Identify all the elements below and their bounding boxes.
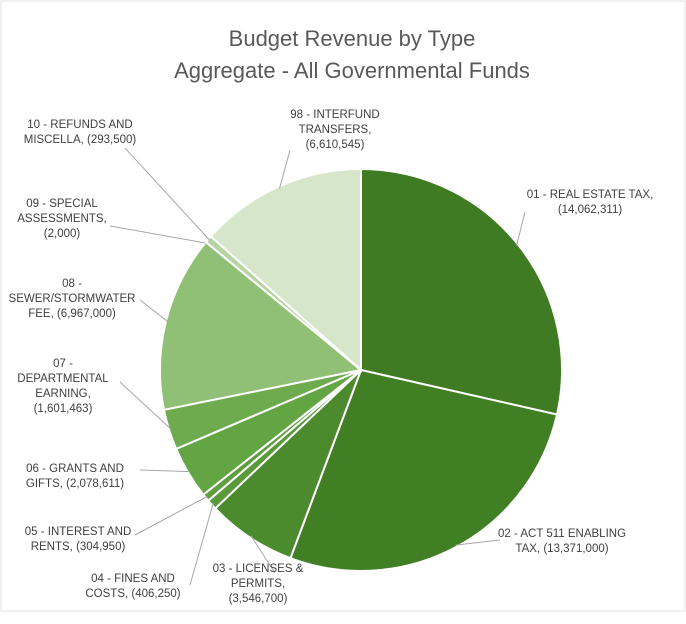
category-label: 07 - DEPARTMENTAL EARNING, [17, 358, 109, 400]
value-label: (406,250) [131, 588, 181, 600]
leader-line [119, 381, 172, 430]
category-label: 05 - INTEREST AND RENTS, [24, 526, 132, 553]
category-label: 04 - FINES AND COSTS, [85, 573, 175, 600]
leader-line [279, 149, 291, 189]
category-label: 98 - INTERFUND TRANSFERS, [290, 109, 380, 136]
data-label: 06 - GRANTS AND GIFTS, (2,078,611) [10, 462, 140, 492]
leader-line [189, 503, 214, 586]
value-label: (6,610,545) [305, 139, 365, 151]
value-label: (304,950) [76, 541, 126, 553]
pie-slice [209, 167, 362, 373]
category-label: 02 - ACT 511 ENABLING TAX, [497, 528, 627, 555]
leader-line [139, 469, 190, 473]
value-label: (14,062,311) [557, 204, 623, 216]
category-label: 08 - SEWER/STORMWATER FEE, [8, 278, 136, 320]
value-label: (2,000) [43, 228, 81, 240]
leader-line [134, 495, 208, 536]
pie-slice [159, 240, 364, 411]
leader-line [455, 539, 501, 546]
value-label: (13,371,000) [543, 543, 609, 555]
leader-line [516, 211, 526, 246]
data-label: 07 - DEPARTMENTAL EARNING, (1,601,463) [8, 357, 118, 417]
data-label: 02 - ACT 511 ENABLING TAX, (13,371,000) [492, 527, 632, 557]
data-label: 09 - SPECIAL ASSESSMENTS, (2,000) [7, 197, 117, 242]
chart-subtitle: Aggregate - All Governmental Funds [174, 58, 530, 83]
leader-line [109, 225, 208, 244]
value-label: (293,500) [87, 134, 137, 146]
value-label: (1,601,463) [33, 403, 93, 415]
category-label: 09 - SPECIAL ASSESSMENTS, [17, 198, 107, 225]
leader-line [139, 299, 169, 323]
data-label: 98 - INTERFUND TRANSFERS, (6,610,545) [275, 108, 395, 153]
data-label: 03 - LICENSES & PERMITS, (3,546,700) [203, 562, 313, 607]
category-label: 03 - LICENSES & PERMITS, [212, 563, 304, 590]
data-label: 10 - REFUNDS AND MISCELLA, (293,500) [15, 118, 145, 148]
data-label: 04 - FINES AND COSTS, (406,250) [78, 572, 188, 602]
value-label: (2,078,611) [66, 478, 125, 490]
leader-line [250, 535, 276, 574]
data-label: 05 - INTEREST AND RENTS, (304,950) [8, 525, 148, 555]
pie-slice [289, 368, 559, 572]
category-label: 10 - REFUNDS AND MISCELLA, [23, 119, 133, 146]
leader-line [124, 147, 211, 241]
data-label: 01 - REAL ESTATE TAX, (14,062,311) [520, 188, 660, 218]
chart-title: Budget Revenue by Type [229, 26, 476, 51]
category-label: 01 - REAL ESTATE TAX, [526, 189, 654, 201]
value-label: (6,967,000) [56, 308, 116, 320]
pie-slice [360, 167, 563, 416]
category-label: 06 - GRANTS AND GIFTS, [25, 463, 124, 490]
value-label: (3,546,700) [228, 593, 288, 605]
data-label: 08 - SEWER/STORMWATER FEE, (6,967,000) [7, 277, 137, 322]
